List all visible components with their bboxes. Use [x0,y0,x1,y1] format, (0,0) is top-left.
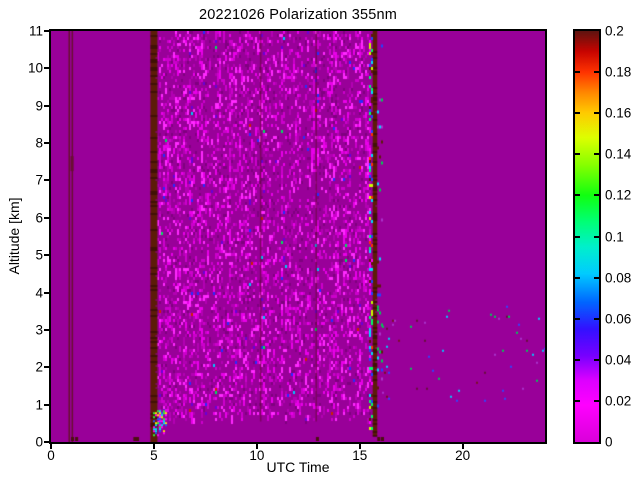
y-tick-mark [44,366,49,369]
y-tick-label: 0 [35,434,43,450]
x-tick-label: 10 [249,448,265,463]
colorbar-tick-mark [575,276,580,279]
y-tick-label: 5 [35,247,43,263]
colorbar-tick-mark [594,358,599,361]
colorbar-tick-label: 0.16 [605,105,632,121]
heatmap-canvas [51,31,545,442]
y-tick-label: 9 [35,98,43,114]
colorbar-tick-mark [594,317,599,320]
y-tick-label: 7 [35,172,43,188]
colorbar-tick-label: 0.04 [605,352,632,368]
colorbar-tick-label: 0.14 [605,146,632,162]
colorbar-tick-mark [594,112,599,115]
y-tick-mark [44,291,49,294]
y-tick-mark [44,67,49,70]
colorbar-tick-mark [594,235,599,238]
y-tick-mark [44,30,49,32]
y-tick-label: 1 [35,397,43,413]
x-tick-label: 15 [352,448,368,463]
colorbar-tick-label: 0.02 [605,393,632,409]
y-tick-mark [44,254,49,257]
colorbar-tick-mark [575,71,580,74]
colorbar-tick-label: 0.18 [605,64,632,80]
colorbar-tick-label: 0.1 [605,229,624,244]
colorbar-tick-mark [575,153,580,156]
colorbar-tick-label: 0.12 [605,187,632,203]
y-tick-label: 3 [35,322,43,338]
y-tick-label: 4 [35,285,43,301]
y-tick-label: 11 [28,23,43,39]
y-tick-mark [44,403,49,406]
y-tick-mark [44,441,49,443]
y-tick-mark [44,179,49,182]
x-tick-mark [50,444,52,449]
x-axis-label: UTC Time [266,459,330,475]
colorbar-tick-mark [575,112,580,115]
y-axis-label: Altitude [km] [6,197,22,275]
colorbar-tick-mark [594,276,599,279]
colorbar-tick-mark [594,399,599,402]
x-tick-label: 5 [150,448,158,463]
colorbar-tick-mark [575,194,580,197]
y-tick-label: 2 [35,359,43,375]
colorbar-tick-mark [575,399,580,402]
y-tick-label: 6 [35,210,43,226]
colorbar-tick-mark [594,194,599,197]
x-tick-mark [152,444,155,449]
x-tick-mark [255,444,258,449]
chart-title: 20221026 Polarization 355nm [198,7,398,23]
x-tick-mark [461,444,464,449]
x-tick-label: 20 [455,448,471,463]
x-tick-mark [358,444,361,449]
y-tick-label: 8 [35,135,43,151]
colorbar-tick-mark [594,153,599,156]
y-tick-label: 10 [27,60,43,76]
colorbar-tick-mark [575,358,580,361]
colorbar-tick-label: 0.2 [605,23,624,39]
colorbar-tick-mark [575,235,580,238]
y-tick-mark [44,328,49,331]
colorbar-tick-label: 0 [605,434,613,450]
colorbar-tick-mark [594,71,599,74]
y-tick-mark [44,104,49,107]
colorbar-tick-label: 0.06 [605,311,632,327]
y-tick-mark [44,216,49,219]
x-tick-label: 0 [47,448,55,463]
y-tick-mark [44,142,49,145]
colorbar-tick-mark [575,317,580,320]
colorbar-tick-label: 0.08 [605,270,632,286]
